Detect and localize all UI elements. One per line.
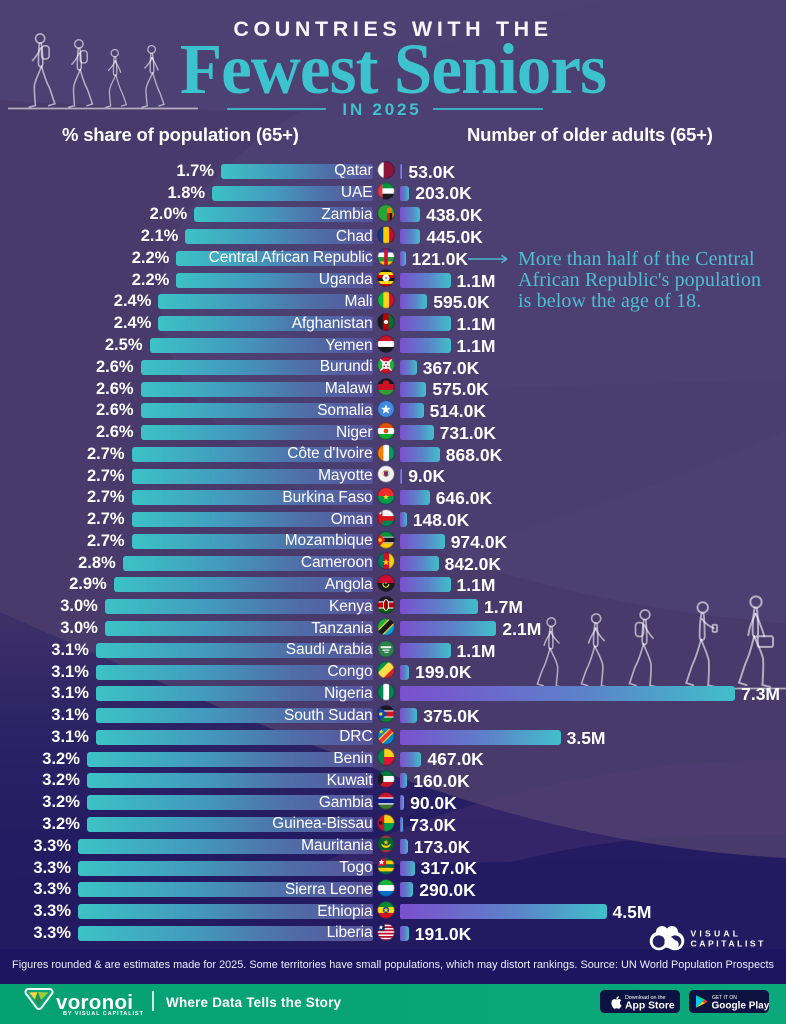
svg-text:VISUAL: VISUAL xyxy=(691,929,742,939)
svg-text:CAPITALIST: CAPITALIST xyxy=(691,939,766,949)
svg-text:GET IT ON: GET IT ON xyxy=(712,995,737,1001)
svg-text:Google Play: Google Play xyxy=(712,1000,770,1011)
svg-text:Download on the: Download on the xyxy=(625,995,665,1001)
svg-text:App Store: App Store xyxy=(625,1001,675,1012)
